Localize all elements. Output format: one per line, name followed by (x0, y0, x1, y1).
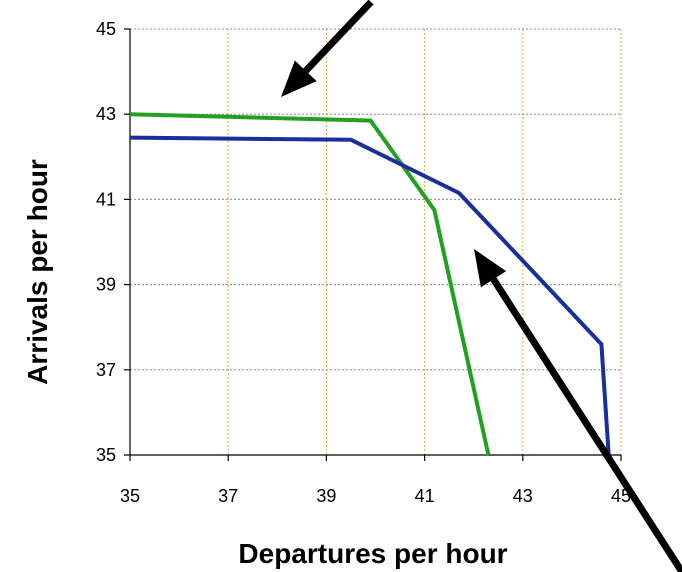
axes (124, 28, 622, 461)
y-tick-label: 41 (96, 189, 116, 209)
y-tick-label: 39 (96, 275, 116, 295)
tick-labels: 35 37 39 41 43 45 35 37 39 41 43 45 (96, 19, 631, 506)
series-group (129, 112, 611, 456)
annotation-arrow-head (281, 60, 317, 97)
y-tick-label: 45 (96, 19, 116, 39)
x-tick-label: 35 (120, 486, 140, 506)
annotations-group (281, 0, 682, 572)
series-line-2 (129, 135, 611, 456)
x-tick-label: 39 (316, 486, 336, 506)
annotation-arrow-head (474, 249, 507, 288)
x-tick-label: 43 (513, 486, 533, 506)
y-axis-title: Arrivals per hour (22, 159, 53, 385)
x-tick-label: 41 (415, 486, 435, 506)
y-tick-label: 35 (96, 445, 116, 465)
y-tick-label: 43 (96, 104, 116, 124)
x-axis-title: Departures per hour (238, 538, 507, 569)
y-tick-label: 37 (96, 360, 116, 380)
x-tick-label: 37 (218, 486, 238, 506)
annotation-arrow-shaft (490, 277, 682, 572)
annotation-arrow-shaft (303, 0, 374, 74)
x-tick-label: 45 (611, 486, 631, 506)
grid (130, 28, 622, 455)
